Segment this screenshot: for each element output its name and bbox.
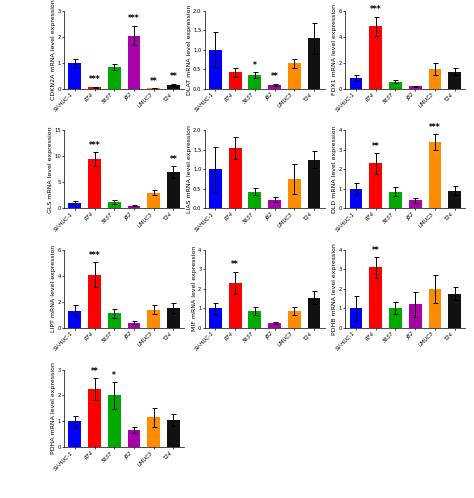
Bar <box>147 310 160 328</box>
Bar <box>108 313 121 328</box>
Bar <box>268 85 281 89</box>
Bar <box>167 85 180 89</box>
Bar <box>248 311 261 328</box>
Bar <box>409 200 421 208</box>
Bar <box>448 191 461 208</box>
Bar <box>248 192 261 208</box>
Bar <box>428 69 441 89</box>
Bar <box>68 63 81 89</box>
Text: **: ** <box>91 367 99 375</box>
Bar <box>288 311 301 328</box>
Bar <box>147 417 160 447</box>
Bar <box>68 311 81 328</box>
Bar <box>167 420 180 447</box>
Y-axis label: LIAS mRNA level expression: LIAS mRNA level expression <box>187 125 191 213</box>
Y-axis label: PDHB mRNA level expression: PDHB mRNA level expression <box>332 243 337 335</box>
Text: **: ** <box>271 72 278 81</box>
Bar <box>229 283 242 328</box>
Bar <box>268 323 281 328</box>
Text: ***: *** <box>89 75 100 84</box>
Text: *: * <box>253 61 257 70</box>
Y-axis label: MIF mRNA level expression: MIF mRNA level expression <box>191 246 197 332</box>
Text: ***: *** <box>370 5 382 14</box>
Bar <box>167 172 180 208</box>
Bar <box>128 323 140 328</box>
Bar <box>369 163 382 208</box>
Bar <box>288 63 301 89</box>
Bar <box>209 169 222 208</box>
Bar <box>448 72 461 89</box>
Bar <box>369 267 382 328</box>
Bar <box>308 38 320 89</box>
Bar <box>409 86 421 89</box>
Bar <box>128 35 140 89</box>
Bar <box>88 389 101 447</box>
Bar <box>209 308 222 328</box>
Bar <box>389 308 402 328</box>
Y-axis label: PDHA mRNA level expression: PDHA mRNA level expression <box>51 363 56 454</box>
Bar <box>308 159 320 208</box>
Bar <box>108 67 121 89</box>
Text: **: ** <box>231 260 239 269</box>
Bar <box>369 26 382 89</box>
Bar <box>229 72 242 89</box>
Bar <box>68 203 81 208</box>
Bar <box>88 159 101 208</box>
Bar <box>268 200 281 208</box>
Bar <box>350 189 363 208</box>
Bar <box>88 274 101 328</box>
Text: **: ** <box>170 155 177 164</box>
Text: **: ** <box>372 246 380 255</box>
Bar <box>389 192 402 208</box>
Y-axis label: GLS mRNA level expression: GLS mRNA level expression <box>48 126 53 213</box>
Text: **: ** <box>372 142 380 151</box>
Bar <box>350 78 363 89</box>
Bar <box>448 294 461 328</box>
Bar <box>108 395 121 447</box>
Text: ***: *** <box>89 251 100 260</box>
Bar <box>128 206 140 208</box>
Bar <box>350 308 363 328</box>
Y-axis label: DLAT mRNA level expression: DLAT mRNA level expression <box>187 4 191 95</box>
Bar <box>147 88 160 89</box>
Bar <box>389 82 402 89</box>
Bar <box>308 298 320 328</box>
Bar <box>147 193 160 208</box>
Text: **: ** <box>150 77 157 86</box>
Y-axis label: CDKN2A mRNA level expression: CDKN2A mRNA level expression <box>51 0 56 100</box>
Bar <box>428 289 441 328</box>
Bar <box>288 179 301 208</box>
Bar <box>128 430 140 447</box>
Bar <box>88 87 101 89</box>
Bar <box>229 148 242 208</box>
Y-axis label: FDX1 mRNA level expression: FDX1 mRNA level expression <box>332 4 337 95</box>
Bar <box>167 308 180 328</box>
Bar <box>68 421 81 447</box>
Bar <box>409 304 421 328</box>
Text: ***: *** <box>89 141 100 150</box>
Bar <box>209 50 222 89</box>
Text: **: ** <box>170 72 177 81</box>
Text: *: * <box>112 371 116 379</box>
Y-axis label: DLD mRNA level expression: DLD mRNA level expression <box>332 125 337 213</box>
Y-axis label: LIPT mRNA level expression: LIPT mRNA level expression <box>51 245 56 333</box>
Bar <box>428 142 441 208</box>
Bar <box>108 202 121 208</box>
Text: ***: *** <box>128 14 140 23</box>
Bar <box>248 75 261 89</box>
Text: ***: *** <box>429 123 441 131</box>
